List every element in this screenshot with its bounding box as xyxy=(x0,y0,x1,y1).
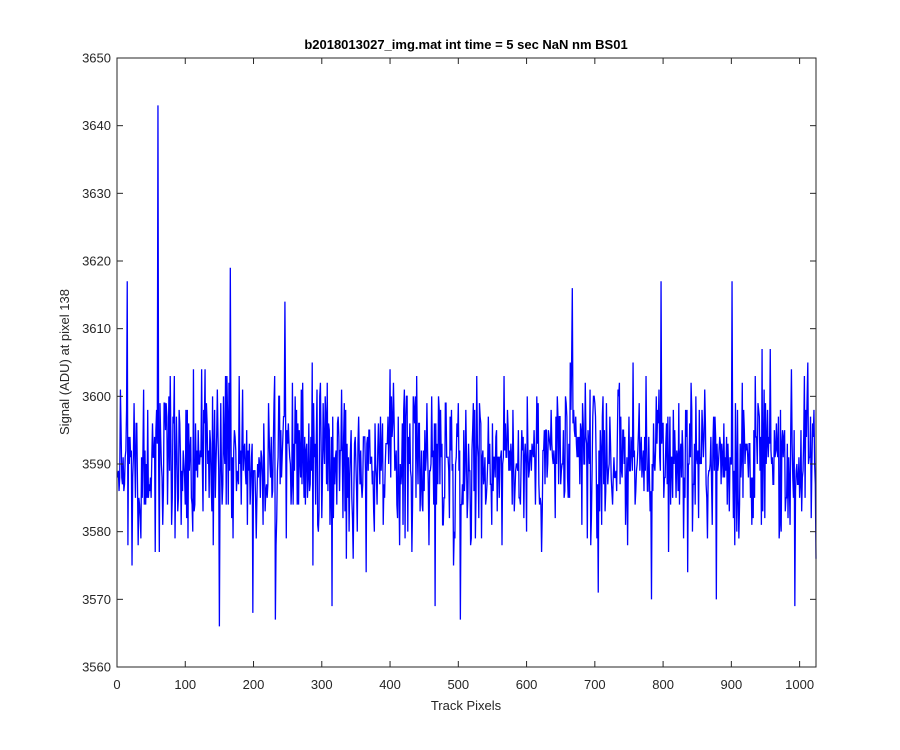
x-tick-label: 400 xyxy=(379,677,401,692)
x-tick-label: 700 xyxy=(584,677,606,692)
y-tick-label: 3640 xyxy=(82,118,111,133)
plot-frame xyxy=(116,57,817,668)
signal-series-line xyxy=(117,105,817,627)
y-tick-label: 3630 xyxy=(82,186,111,201)
y-tick-label: 3580 xyxy=(82,524,111,539)
y-tick-label: 3590 xyxy=(82,457,111,472)
y-tick-label: 3620 xyxy=(82,254,111,269)
y-tick-label: 3610 xyxy=(82,321,111,336)
x-tick-label: 100 xyxy=(174,677,196,692)
y-tick-label: 3600 xyxy=(82,389,111,404)
x-tick-label: 200 xyxy=(243,677,265,692)
x-axis: 0 100 200 300 400 500 600 700 800 900 1000 xyxy=(113,58,814,692)
y-tick-label: 3650 xyxy=(82,51,111,66)
x-tick-label: 0 xyxy=(113,677,120,692)
x-tick-label: 800 xyxy=(652,677,674,692)
x-tick-label: 1000 xyxy=(785,677,814,692)
y-tick-label: 3570 xyxy=(82,592,111,607)
chart-title: b2018013027_img.mat int time = 5 sec NaN… xyxy=(304,37,627,52)
x-tick-label: 300 xyxy=(311,677,333,692)
y-axis: 3560 3570 3580 3590 3600 3610 3620 3630 3640 3650 xyxy=(82,51,816,675)
x-axis-label: Track Pixels xyxy=(431,698,502,713)
x-tick-label: 500 xyxy=(447,677,469,692)
plot-background xyxy=(117,58,816,667)
x-tick-label: 900 xyxy=(721,677,743,692)
x-tick-label: 600 xyxy=(516,677,538,692)
y-tick-label: 3560 xyxy=(82,660,111,675)
plot-area xyxy=(116,57,817,668)
y-axis-label: Signal (ADU) at pixel 138 xyxy=(57,289,72,435)
